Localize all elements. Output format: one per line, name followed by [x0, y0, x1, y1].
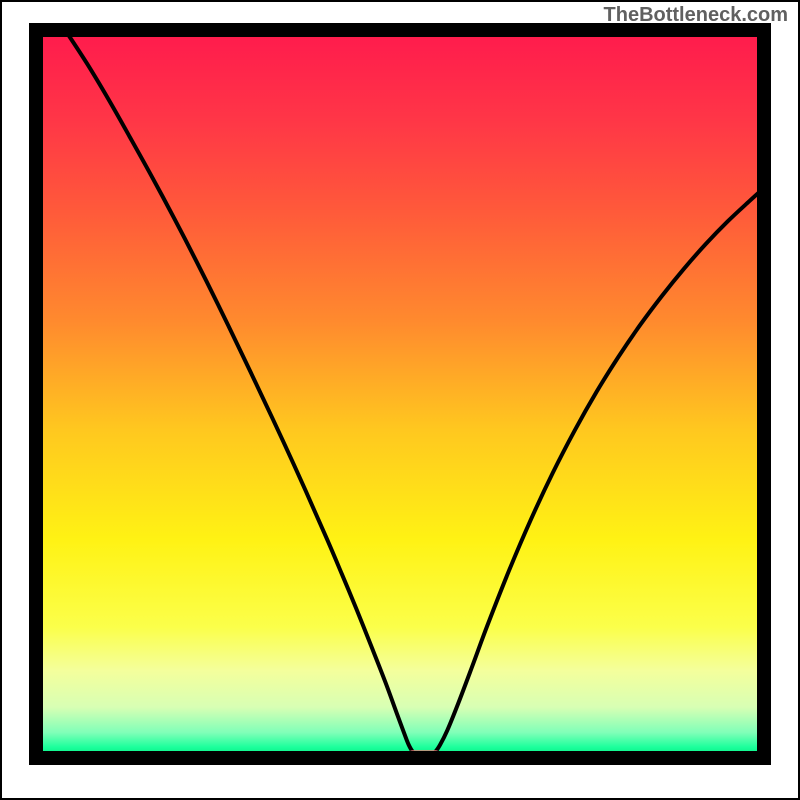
watermark-text: TheBottleneck.com	[604, 4, 788, 27]
bottleneck-chart: TheBottleneck.com	[0, 0, 800, 800]
chart-svg	[0, 0, 800, 800]
